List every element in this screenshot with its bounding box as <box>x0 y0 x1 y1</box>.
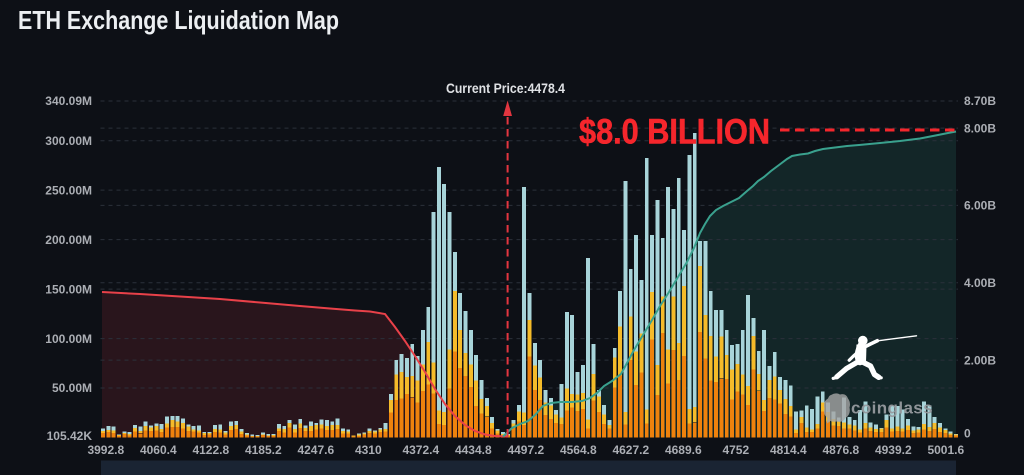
svg-text:0: 0 <box>964 427 971 441</box>
svg-text:4185.2: 4185.2 <box>245 443 282 457</box>
svg-text:4752: 4752 <box>722 443 749 457</box>
svg-text:4434.8: 4434.8 <box>455 443 492 457</box>
svg-text:4122.8: 4122.8 <box>192 443 229 457</box>
svg-text:Current Price:4478.4: Current Price:4478.4 <box>446 81 565 96</box>
svg-text:$8.0 BILLION: $8.0 BILLION <box>579 113 770 152</box>
svg-text:105.42K: 105.42K <box>47 429 93 443</box>
svg-text:8.70B: 8.70B <box>964 94 996 108</box>
svg-text:200.00M: 200.00M <box>45 233 92 247</box>
svg-text:4497.2: 4497.2 <box>507 443 544 457</box>
svg-text:5001.6: 5001.6 <box>927 443 964 457</box>
svg-text:4939.2: 4939.2 <box>875 443 912 457</box>
svg-text:4814.4: 4814.4 <box>770 443 807 457</box>
svg-text:4060.4: 4060.4 <box>140 443 177 457</box>
svg-text:100.00M: 100.00M <box>45 332 92 346</box>
svg-text:3992.8: 3992.8 <box>87 443 124 457</box>
svg-text:50.00M: 50.00M <box>52 381 92 395</box>
svg-text:coinglass: coinglass <box>851 399 933 418</box>
svg-text:150.00M: 150.00M <box>45 282 92 296</box>
svg-text:4372.4: 4372.4 <box>402 443 439 457</box>
svg-text:6.00B: 6.00B <box>964 199 996 213</box>
svg-text:4310: 4310 <box>355 443 382 457</box>
svg-text:4564.8: 4564.8 <box>560 443 597 457</box>
svg-text:4.00B: 4.00B <box>964 276 996 290</box>
svg-text:4627.2: 4627.2 <box>612 443 649 457</box>
svg-text:2.00B: 2.00B <box>964 353 996 367</box>
svg-text:4689.6: 4689.6 <box>665 443 702 457</box>
svg-text:250.00M: 250.00M <box>45 183 92 197</box>
svg-text:4876.8: 4876.8 <box>822 443 859 457</box>
svg-text:300.00M: 300.00M <box>45 134 92 148</box>
svg-text:340.09M: 340.09M <box>45 94 92 108</box>
svg-text:4247.6: 4247.6 <box>297 443 334 457</box>
svg-text:8.00B: 8.00B <box>964 121 996 135</box>
